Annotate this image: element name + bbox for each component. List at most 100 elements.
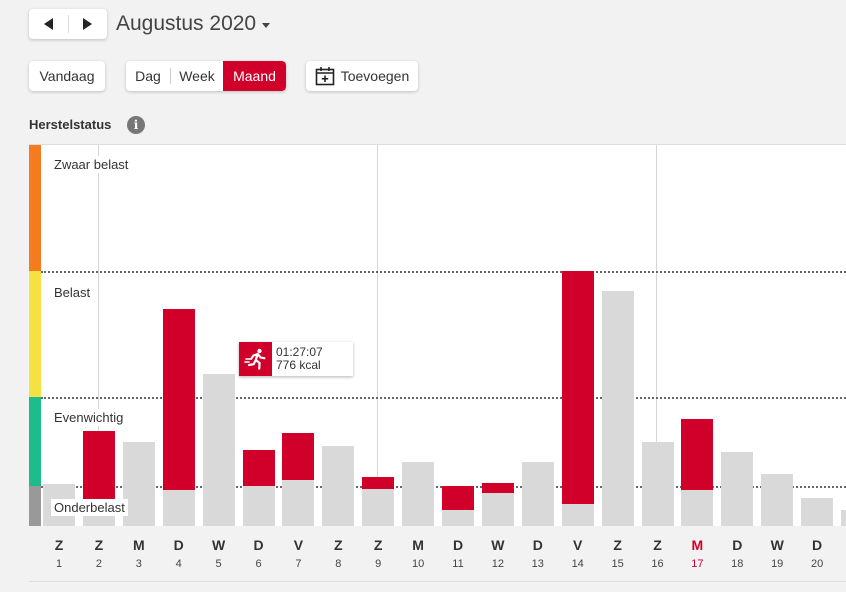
month-title: Augustus 2020 — [116, 12, 257, 35]
tooltip-text: 01:27:07 776 kcal — [272, 346, 323, 372]
training-load-bar[interactable] — [681, 419, 714, 490]
day-letter: Z — [653, 537, 662, 553]
day-letter: D — [253, 537, 264, 553]
calendar-add-icon — [315, 67, 335, 86]
training-load-bar[interactable] — [282, 432, 315, 480]
recovery-bar[interactable] — [841, 510, 846, 526]
recovery-bar[interactable] — [721, 452, 754, 526]
day-number: 10 — [411, 558, 425, 570]
arrow-left-icon — [43, 18, 53, 30]
day-letter: D — [532, 537, 543, 553]
day-number: 15 — [611, 558, 624, 570]
zone-label-belast: Belast — [51, 284, 94, 301]
prev-month-button[interactable] — [29, 9, 68, 39]
day-letter: M — [132, 537, 145, 553]
day-letter: W — [211, 537, 226, 553]
recovery-bar[interactable] — [641, 442, 674, 526]
recovery-bar[interactable] — [402, 461, 435, 526]
day-number: 14 — [571, 558, 584, 570]
recovery-chart: Zwaar belast Belast Evenwichtig Onderbel… — [29, 144, 846, 526]
zone-label-evenwichtig: Evenwichtig — [51, 409, 127, 426]
info-icon[interactable]: i — [127, 116, 145, 134]
arrow-right-icon — [83, 18, 93, 30]
day-letter: D — [812, 537, 823, 553]
tab-maand[interactable]: Maand — [223, 61, 286, 91]
zone-divider-line — [41, 271, 846, 273]
nav-separator — [67, 15, 69, 33]
zone-divider-line — [41, 397, 846, 399]
week-gridline — [377, 145, 378, 526]
training-load-bar[interactable] — [162, 308, 195, 490]
zone-bar-zwaar-belast — [29, 145, 41, 271]
day-letter: D — [173, 537, 184, 553]
training-load-bar[interactable] — [362, 477, 395, 489]
day-number: 2 — [95, 558, 102, 570]
day-number: 4 — [175, 558, 182, 570]
day-letter: D — [732, 537, 743, 553]
view-separator — [170, 68, 171, 84]
day-number: 1 — [55, 558, 63, 570]
recovery-bar[interactable] — [601, 291, 634, 526]
x-axis: Z 1 Z 2 M 3 D 4 W 5 D 6 V 7 Z 8 Z 9 M 10 D 11 W 12 D 13 V 14 Z 15 Z 16 M… — [29, 525, 846, 582]
tooltip-duration: 01:27:07 — [276, 345, 323, 359]
next-month-button[interactable] — [68, 9, 107, 39]
day-letter: Z — [94, 537, 104, 553]
caret-down-icon — [262, 23, 271, 28]
day-number: 8 — [335, 558, 342, 570]
day-number: 5 — [215, 558, 222, 570]
day-letter: Z — [613, 537, 622, 553]
recovery-bar[interactable] — [521, 461, 554, 526]
day-number: 20 — [810, 558, 824, 570]
day-letter: W — [770, 537, 784, 553]
training-load-bar[interactable] — [561, 271, 594, 504]
day-number: 16 — [651, 558, 664, 570]
zone-bar-belast — [29, 271, 41, 397]
day-number: 18 — [731, 558, 744, 570]
day-number: 6 — [255, 558, 262, 570]
activity-tooltip[interactable]: 01:27:07 776 kcal — [239, 342, 353, 376]
day-number: 11 — [452, 558, 464, 570]
day-letter: M — [412, 537, 424, 553]
day-number: 19 — [771, 558, 784, 570]
section-title: Herstelstatus — [29, 117, 112, 132]
zone-label-zwaar-belast: Zwaar belast — [51, 156, 132, 173]
day-letter: M — [691, 537, 704, 553]
day-letter: Z — [54, 537, 64, 553]
zone-bar-onderbelast — [29, 486, 41, 526]
tab-week[interactable]: Week — [179, 68, 215, 84]
zone-bar-evenwichtig — [29, 397, 41, 486]
recovery-bar[interactable] — [761, 474, 794, 526]
month-nav — [29, 9, 107, 39]
training-load-bar[interactable] — [481, 483, 514, 494]
day-letter: D — [452, 537, 464, 553]
day-letter: Z — [334, 537, 343, 553]
day-number: 3 — [135, 558, 142, 570]
running-icon-glyph — [243, 348, 265, 370]
day-number: 13 — [531, 558, 544, 570]
training-load-bar[interactable] — [242, 450, 275, 486]
day-letter: Z — [373, 537, 383, 553]
recovery-bar[interactable] — [122, 442, 155, 526]
week-gridline — [656, 145, 657, 526]
training-load-bar[interactable] — [442, 486, 474, 510]
recovery-bar[interactable] — [322, 445, 355, 526]
tooltip-calories: 776 kcal — [276, 358, 321, 372]
day-number: 7 — [295, 558, 302, 570]
add-button-label: Toevoegen — [340, 68, 410, 84]
running-icon — [239, 342, 272, 376]
view-switcher: Dag Week Maand — [126, 61, 286, 91]
zone-label-onderbelast: Onderbelast — [51, 499, 128, 516]
day-number: 12 — [491, 558, 505, 570]
recovery-bar[interactable] — [202, 374, 235, 526]
day-number: 17 — [691, 558, 704, 570]
month-selector[interactable]: Augustus 2020 — [116, 12, 271, 36]
add-button[interactable]: Toevoegen — [306, 61, 418, 91]
day-letter: V — [293, 537, 304, 553]
day-letter: V — [573, 537, 583, 553]
day-letter: W — [491, 537, 505, 553]
tab-dag[interactable]: Dag — [135, 68, 161, 84]
day-number: 9 — [375, 558, 382, 570]
recovery-bar[interactable] — [801, 498, 834, 526]
today-button[interactable]: Vandaag — [29, 61, 105, 91]
week-gridline — [98, 145, 99, 526]
